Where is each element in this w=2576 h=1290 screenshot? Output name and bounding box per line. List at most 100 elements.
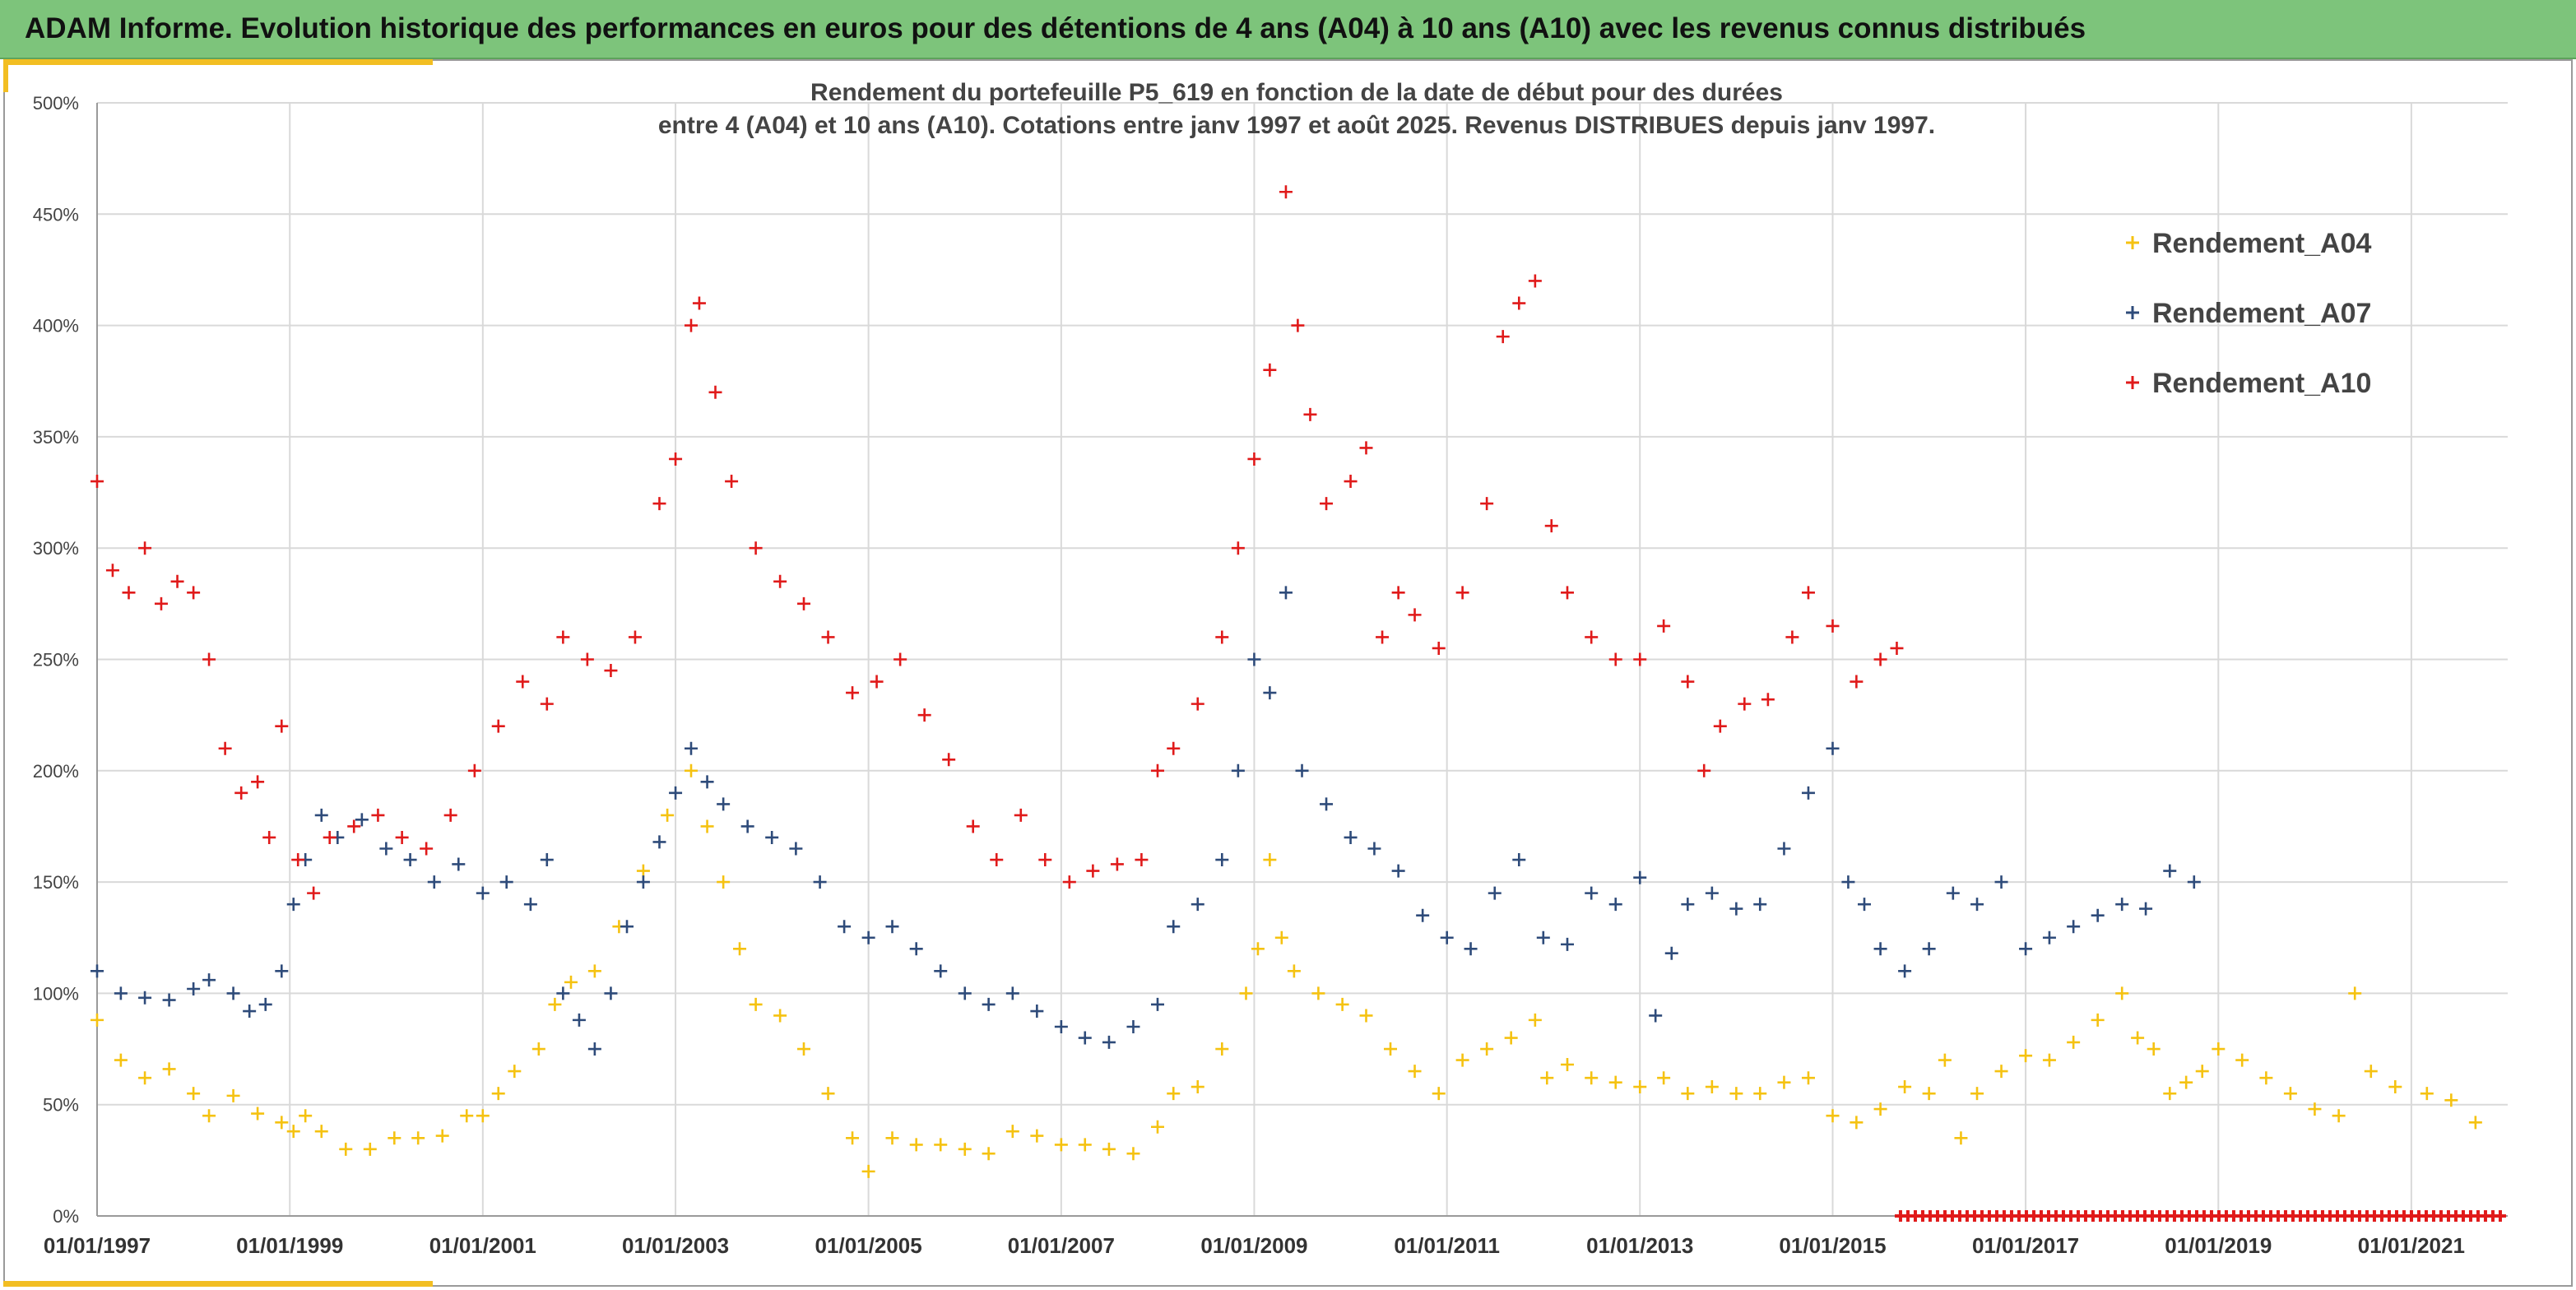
point-a04 <box>1729 1087 1743 1101</box>
point-a04 <box>2179 1075 2193 1089</box>
point-a04 <box>1705 1080 1719 1094</box>
point-a07 <box>556 986 570 1000</box>
point-a07 <box>1231 763 1245 777</box>
y-tick-label: 450% <box>33 204 79 225</box>
point-a07 <box>861 930 875 944</box>
point-a07 <box>909 942 923 956</box>
point-a07 <box>379 842 393 856</box>
point-a04 <box>2348 986 2362 1000</box>
point-a07 <box>1649 1009 1663 1023</box>
point-a07 <box>700 775 714 789</box>
point-a10 <box>138 541 152 555</box>
point-a10 <box>1544 519 1558 533</box>
point-a04 <box>1311 986 1325 1000</box>
point-a10 <box>540 697 554 711</box>
point-a10 <box>1344 475 1358 489</box>
point-a10 <box>1191 697 1204 711</box>
point-a04 <box>2444 1093 2458 1107</box>
point-a10 <box>467 763 481 777</box>
point-a04 <box>2332 1109 2346 1123</box>
y-tick-label: 500% <box>33 93 79 114</box>
point-a07 <box>1295 763 1309 777</box>
point-a04 <box>700 819 714 833</box>
point-a10 <box>1408 608 1422 622</box>
point-a04 <box>1239 986 1253 1000</box>
point-a07 <box>1440 930 1454 944</box>
point-a07 <box>1801 786 1815 800</box>
point-a07 <box>652 835 666 849</box>
point-a04 <box>2131 1031 2145 1045</box>
point-a07 <box>523 898 537 912</box>
point-a04 <box>1873 1102 1887 1116</box>
point-a04 <box>314 1125 328 1139</box>
point-a10 <box>1303 407 1317 421</box>
point-a04 <box>1777 1075 1791 1089</box>
point-a04 <box>1898 1080 1912 1094</box>
point-a10 <box>1738 697 1752 711</box>
point-a10 <box>1291 318 1305 332</box>
point-a04 <box>1504 1031 1518 1045</box>
point-a10 <box>1890 641 1904 655</box>
accent-bar-bottom <box>3 1281 433 1287</box>
point-a10 <box>1086 864 1100 878</box>
point-a07 <box>572 1013 586 1027</box>
point-a04 <box>934 1138 948 1152</box>
point-a10 <box>966 819 980 833</box>
point-a04 <box>1030 1129 1044 1143</box>
legend-item-rendement_a07: Rendement_A07 <box>2126 298 2371 329</box>
point-a04 <box>1994 1065 2008 1079</box>
point-a04 <box>548 997 562 1011</box>
point-a07 <box>2091 908 2105 922</box>
point-a10 <box>893 652 907 666</box>
point-a04 <box>1801 1071 1815 1085</box>
point-a07 <box>1126 1019 1140 1033</box>
point-a04 <box>411 1131 425 1145</box>
point-a10 <box>556 630 570 644</box>
point-a07 <box>1946 886 1960 900</box>
point-a04 <box>251 1107 265 1121</box>
point-a10 <box>1110 857 1124 871</box>
point-a10-zero <box>2494 1210 2506 1222</box>
point-a07 <box>813 875 827 889</box>
point-a07 <box>740 819 754 833</box>
point-a07 <box>187 981 201 995</box>
point-a07 <box>1030 1005 1044 1019</box>
point-a04 <box>1408 1065 1422 1079</box>
point-a04 <box>363 1142 377 1156</box>
point-a10 <box>942 753 956 767</box>
point-a04 <box>491 1087 505 1101</box>
point-a10 <box>1512 296 1526 310</box>
point-a07 <box>1247 652 1261 666</box>
point-a10 <box>797 596 811 610</box>
point-a10 <box>1873 652 1887 666</box>
point-a07 <box>1416 908 1430 922</box>
point-a10 <box>1561 586 1575 600</box>
point-a07 <box>604 986 618 1000</box>
x-tick-label: 01/01/2021 <box>2358 1233 2465 1258</box>
point-a10 <box>443 808 457 822</box>
point-a07 <box>226 986 240 1000</box>
point-a10 <box>1585 630 1599 644</box>
point-a10 <box>234 786 248 800</box>
point-a10 <box>1850 675 1864 689</box>
point-a04 <box>684 763 698 777</box>
point-a10 <box>1455 586 1469 600</box>
point-a04 <box>1922 1087 1936 1101</box>
point-a10 <box>323 830 337 844</box>
point-a07 <box>982 997 996 1011</box>
point-a07 <box>934 964 948 978</box>
point-a10 <box>1376 630 1390 644</box>
point-a04 <box>2235 1053 2249 1067</box>
point-a04 <box>286 1125 300 1139</box>
point-a04 <box>717 875 731 889</box>
point-a07 <box>91 964 104 978</box>
point-a07 <box>1167 920 1181 934</box>
point-a10 <box>725 475 739 489</box>
point-a04 <box>1432 1087 1446 1101</box>
y-tick-label: 400% <box>33 316 79 336</box>
point-a04 <box>1681 1087 1695 1101</box>
point-a10 <box>1135 853 1149 867</box>
point-a10 <box>105 564 119 578</box>
point-a04 <box>2364 1065 2378 1079</box>
